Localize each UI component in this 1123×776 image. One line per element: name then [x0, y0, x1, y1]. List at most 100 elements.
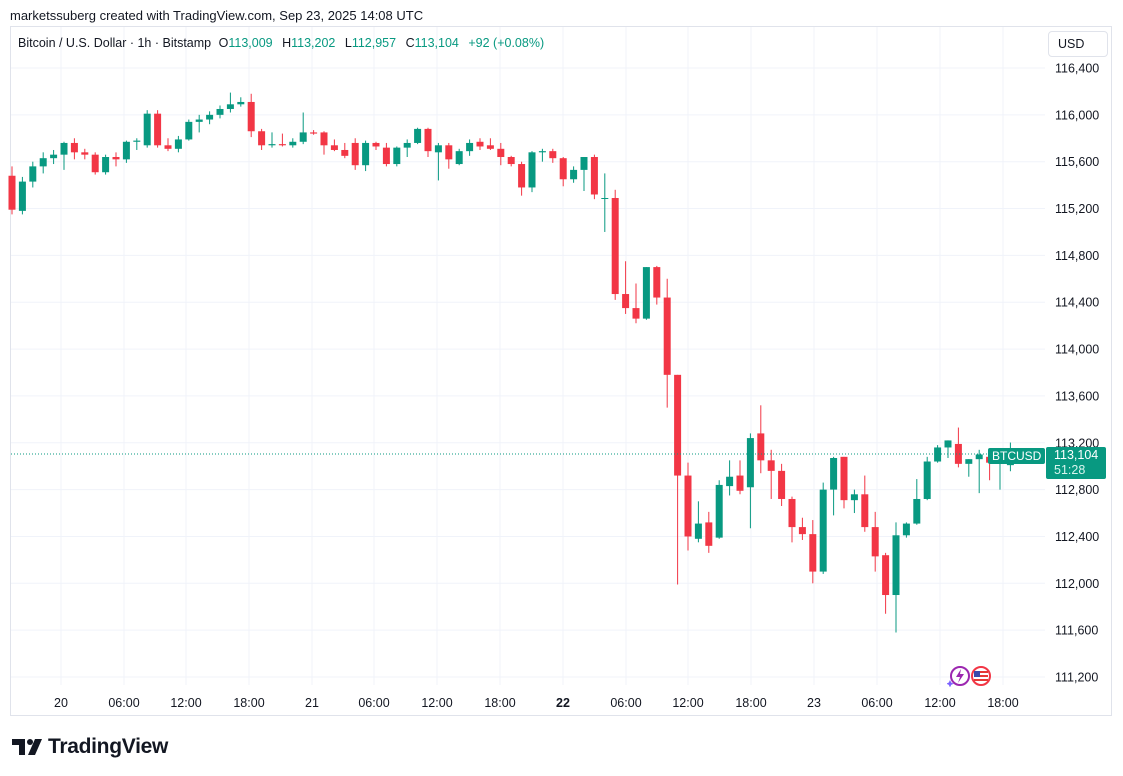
- candle-body: [237, 101, 245, 105]
- candle-body: [424, 128, 432, 152]
- brand-name: TradingView: [48, 735, 169, 758]
- candle: [133, 138, 141, 150]
- candle: [258, 128, 266, 150]
- candle-body: [965, 459, 973, 464]
- candle: [590, 154, 598, 200]
- candle-body: [518, 164, 526, 188]
- y-tick-label: 116,000: [1055, 108, 1099, 122]
- candle: [174, 135, 182, 153]
- candle: [102, 154, 110, 175]
- candle: [372, 141, 380, 150]
- time-axis: 20 06:00 12:00 18:00 21 06:00 12:00 18:00 22 06:0…: [54, 696, 1019, 710]
- candle: [715, 480, 723, 539]
- candle-body: [632, 308, 640, 319]
- chart-credit: marketssuberg created with TradingView.c…: [10, 8, 424, 23]
- y-tick-label: 116,400: [1055, 62, 1099, 76]
- x-tick-label: 18:00: [233, 696, 264, 710]
- candle: [559, 157, 567, 187]
- symbol-title: Bitcoin / U.S. Dollar · 1h · Bitstamp: [18, 36, 212, 50]
- candle: [18, 176, 26, 215]
- candle: [934, 445, 942, 463]
- candle-body: [174, 139, 182, 149]
- x-tick-label: 23: [807, 696, 821, 710]
- candle-body: [247, 101, 255, 132]
- candle-body: [736, 475, 744, 491]
- candle: [819, 482, 827, 574]
- candle-body: [622, 294, 630, 309]
- candle-body: [206, 114, 214, 120]
- candle: [601, 173, 609, 232]
- x-tick-label: 06:00: [610, 696, 641, 710]
- candle: [476, 138, 484, 150]
- y-tick-label: 112,400: [1055, 530, 1099, 544]
- candle: [50, 149, 58, 165]
- candle-body: [341, 149, 349, 156]
- candle-body: [975, 454, 983, 460]
- candle-body: [570, 169, 578, 180]
- candle: [154, 110, 162, 148]
- candle: [341, 142, 349, 159]
- y-tick-label: 112,000: [1055, 577, 1099, 591]
- candle-body: [258, 131, 266, 146]
- candle: [497, 142, 505, 166]
- candle-body: [611, 197, 619, 295]
- x-tick-label: 18:00: [987, 696, 1018, 710]
- candle: [310, 130, 318, 135]
- candle: [414, 127, 422, 145]
- candle: [830, 456, 838, 516]
- high-label: H: [282, 36, 292, 50]
- candle-body: [705, 522, 713, 546]
- candle: [122, 140, 130, 163]
- candle: [580, 157, 588, 191]
- candle-body: [8, 175, 16, 210]
- candle: [445, 142, 453, 169]
- currency-button[interactable]: USD: [1048, 31, 1108, 57]
- candle-body: [642, 267, 650, 319]
- candle-body: [382, 147, 390, 165]
- candle-body: [882, 555, 890, 596]
- last-price-tag: 113,104 51:28: [1046, 447, 1106, 479]
- candle-body: [60, 142, 68, 155]
- candle: [216, 105, 224, 119]
- candle: [684, 462, 692, 551]
- candle: [611, 189, 619, 300]
- tradingview-logo-icon: [12, 739, 42, 755]
- candle: [362, 140, 370, 172]
- candle: [382, 142, 390, 167]
- indicator-flags-icon[interactable]: [947, 665, 995, 687]
- candle: [195, 114, 203, 133]
- symbol-legend: Bitcoin / U.S. Dollar · 1h · Bitstamp O1…: [18, 36, 550, 50]
- x-tick-label: 18:00: [735, 696, 766, 710]
- candle-body: [455, 151, 463, 165]
- candle-body: [81, 152, 89, 155]
- candle-body: [372, 142, 380, 147]
- candle-body: [50, 154, 58, 159]
- candle: [746, 433, 754, 529]
- candle-body: [102, 157, 110, 173]
- candle-body: [538, 151, 546, 153]
- candle-body: [164, 145, 172, 149]
- candle-body: [778, 470, 786, 499]
- candle: [757, 405, 765, 474]
- candle: [549, 148, 557, 163]
- candle-body: [310, 132, 318, 134]
- y-tick-label: 113,600: [1055, 389, 1099, 403]
- candle: [237, 97, 245, 107]
- candle-body: [549, 151, 557, 159]
- candle-body: [507, 157, 515, 165]
- candle: [726, 460, 734, 496]
- y-tick-label: 114,000: [1055, 343, 1099, 357]
- candle: [466, 139, 474, 156]
- x-tick-label: 12:00: [672, 696, 703, 710]
- candle-body: [226, 104, 234, 109]
- candle: [247, 93, 255, 138]
- x-tick-label: 12:00: [170, 696, 201, 710]
- candle: [892, 522, 900, 633]
- candle: [923, 456, 931, 501]
- candle: [299, 112, 307, 145]
- open-value: 113,009: [228, 36, 273, 50]
- candle-body: [954, 443, 962, 464]
- candle-body: [393, 147, 401, 165]
- candle: [653, 265, 661, 305]
